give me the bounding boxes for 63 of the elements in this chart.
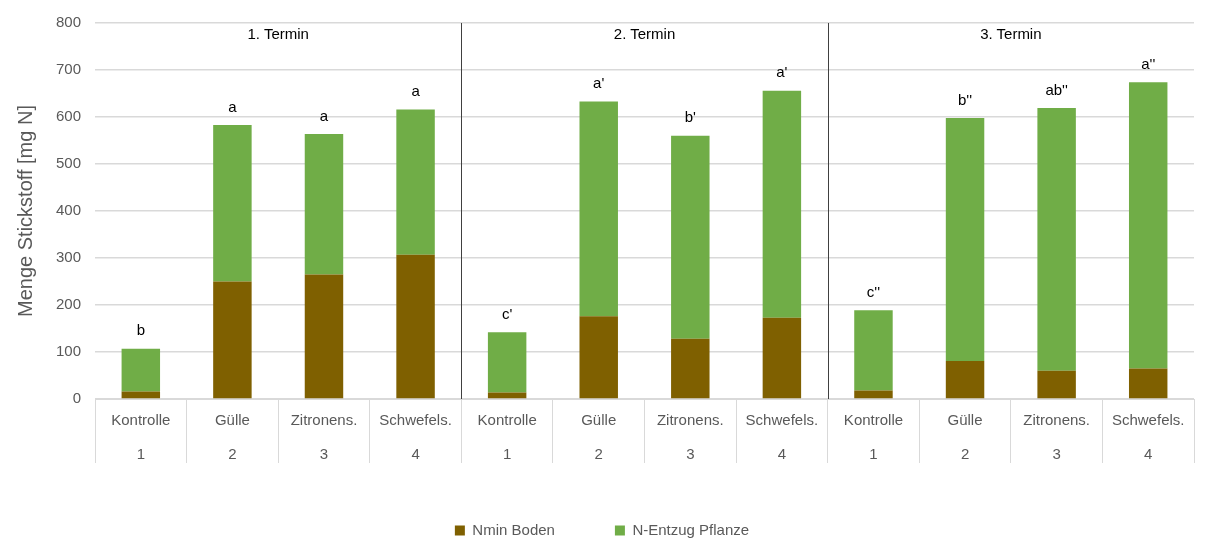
annotation: 1. Termin <box>247 25 309 43</box>
x-tick-label: Zitronens. 3 <box>290 411 358 463</box>
bar <box>579 101 618 317</box>
y-axis-title: Menge Stickstoff [mg N] <box>13 105 36 317</box>
bar <box>579 316 618 399</box>
y-tick-label: 100 <box>56 342 82 360</box>
y-tick-label: 300 <box>56 248 82 266</box>
x-tick-label: Kontrolle 1 <box>843 411 904 463</box>
annotation: 2. Termin <box>613 25 676 43</box>
bar <box>396 254 435 399</box>
bar <box>1037 370 1076 399</box>
legend-label: Nmin Boden <box>472 520 555 538</box>
x-tick-label: Gülle 2 <box>947 411 983 463</box>
data-label: a <box>319 106 329 124</box>
bar <box>762 317 802 399</box>
x-tick-label: Kontrolle 1 <box>111 411 171 463</box>
bar <box>945 117 985 361</box>
data-label: b <box>136 321 145 339</box>
y-tick-label: 700 <box>56 60 82 78</box>
x-tick-label: Schwefels. 4 <box>1111 411 1185 463</box>
bar <box>121 348 161 392</box>
bar <box>396 109 435 255</box>
y-tick-label: 400 <box>56 201 82 219</box>
bar <box>1037 108 1076 371</box>
x-tick-label: Kontrolle 1 <box>477 411 537 463</box>
data-label: c' <box>501 304 513 322</box>
data-label: a' <box>593 74 605 92</box>
bar <box>1128 82 1168 369</box>
bar <box>304 274 344 399</box>
bar <box>213 281 252 399</box>
y-tick-label: 600 <box>56 107 82 125</box>
annotation: 3. Termin <box>980 25 1042 43</box>
bar <box>304 133 344 275</box>
data-label: a'' <box>1141 54 1156 72</box>
x-tick-label: Gülle 2 <box>581 411 617 463</box>
bar <box>854 390 893 399</box>
y-tick-label: 0 <box>72 389 82 407</box>
x-tick-label: Schwefels. 4 <box>379 411 452 463</box>
bar <box>487 392 527 399</box>
y-tick-label: 200 <box>56 295 82 313</box>
data-label: a' <box>776 63 788 81</box>
x-tick-label: Zitronens. 3 <box>656 411 724 463</box>
x-tick-label: Schwefels. 4 <box>745 411 819 463</box>
bar <box>1128 368 1168 399</box>
data-label: c'' <box>866 282 881 300</box>
bar <box>671 135 710 339</box>
y-tick-label: 800 <box>56 13 82 31</box>
bar <box>487 332 527 393</box>
x-tick-label: Zitronens. 3 <box>1023 411 1090 463</box>
data-label: ab'' <box>1045 80 1068 98</box>
bar <box>121 391 161 399</box>
y-tick-label: 500 <box>56 154 82 172</box>
data-label: a <box>411 82 421 100</box>
legend-label: N-Entzug Pflanze <box>632 520 750 538</box>
data-label: b' <box>684 108 697 126</box>
data-label: b'' <box>958 90 973 108</box>
data-label: a <box>228 97 238 115</box>
bar <box>945 360 985 399</box>
bar <box>671 338 710 399</box>
x-tick-label: Gülle 2 <box>214 411 250 463</box>
bar <box>762 90 802 318</box>
bar <box>854 310 893 391</box>
bar <box>213 124 252 282</box>
